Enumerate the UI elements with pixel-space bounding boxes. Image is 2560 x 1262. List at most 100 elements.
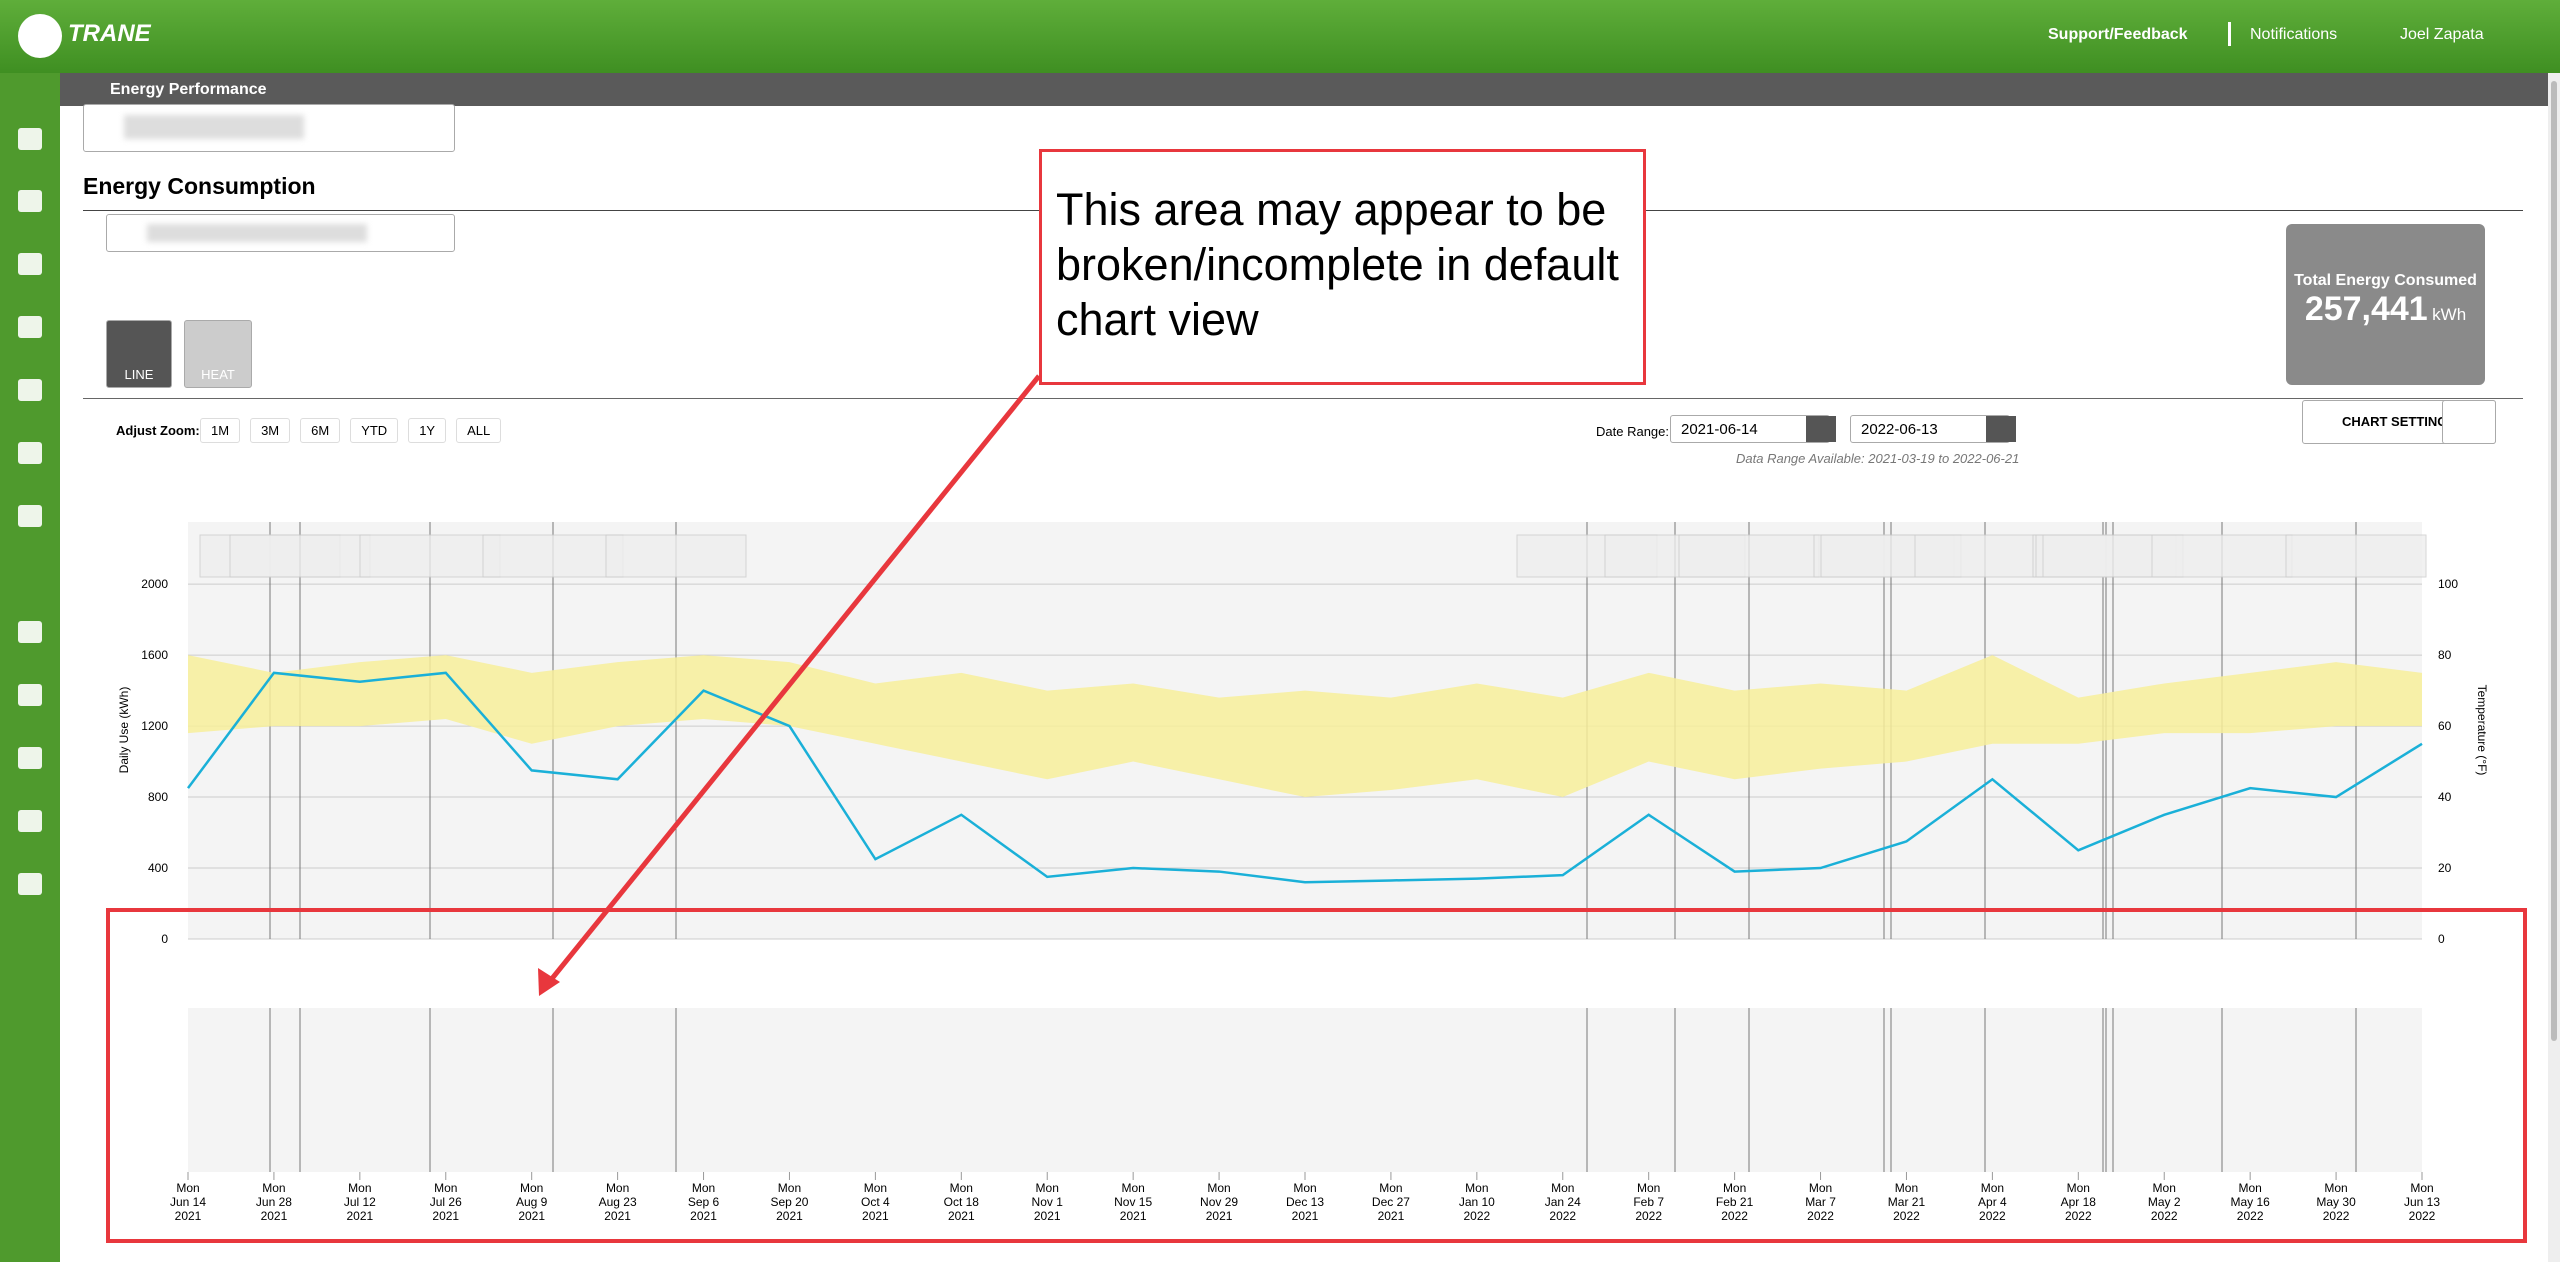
- x-tick-label-line: 2022: [1893, 1209, 1920, 1223]
- x-tick-label-line: 2022: [2151, 1209, 2178, 1223]
- x-tick-label-line: May 2: [2148, 1195, 2181, 1209]
- icon[interactable]: [18, 747, 42, 769]
- x-tick-label-line: 2021: [862, 1209, 889, 1223]
- x-tick-label: Mon Jul 12 2021: [344, 1181, 376, 1223]
- x-tick-label-line: 2022: [1979, 1209, 2006, 1223]
- x-tick-label-line: Mon: [1809, 1181, 1832, 1195]
- section-title: Energy Consumption: [83, 173, 316, 199]
- event-label: [229, 534, 371, 578]
- event-label: [1914, 534, 2056, 578]
- icon[interactable]: [18, 128, 42, 150]
- sidebar: [0, 73, 60, 1262]
- x-tick-label-line: 2021: [1292, 1209, 1319, 1223]
- x-tick-label-line: 2022: [1721, 1209, 1748, 1223]
- x-tick-label-line: Aug 9: [516, 1195, 548, 1209]
- x-tick-label: Mon Apr 18 2022: [2061, 1181, 2097, 1223]
- x-tick-label-line: Mon: [1379, 1181, 1402, 1195]
- x-tick-label-line: Mon: [1293, 1181, 1316, 1195]
- y-tick-label: 0: [161, 932, 168, 946]
- icon[interactable]: [18, 621, 42, 643]
- x-tick-label-line: 2021: [1120, 1209, 1147, 1223]
- zoom-option[interactable]: ALL: [456, 418, 502, 443]
- event-label: [2285, 534, 2427, 578]
- icon[interactable]: [18, 190, 42, 212]
- x-tick-label-line: 2021: [1378, 1209, 1405, 1223]
- x-tick-label-line: Mon: [176, 1181, 199, 1195]
- x-tick-label-line: Mon: [1036, 1181, 1059, 1195]
- x-tick-label-line: 2021: [604, 1209, 631, 1223]
- x-tick-label: Mon Oct 18 2021: [944, 1181, 980, 1223]
- x-tick-label-line: Sep 20: [770, 1195, 808, 1209]
- calendar-button[interactable]: [1986, 416, 2016, 442]
- nav-item[interactable]: Notifications: [2250, 26, 2338, 43]
- y2-tick-label: 80: [2438, 648, 2452, 662]
- y2-tick-label: 60: [2438, 719, 2452, 733]
- x-tick-label-line: 2022: [2065, 1209, 2092, 1223]
- breadcrumb: Energy Performance: [60, 73, 2548, 106]
- x-tick-label-line: 2021: [948, 1209, 975, 1223]
- x-tick-label: Mon Aug 23 2021: [599, 1181, 637, 1223]
- zoom-option[interactable]: 1Y: [408, 418, 447, 443]
- total-unit: kWh: [2432, 305, 2467, 324]
- x-tick-label: Mon Jun 14 2021: [170, 1181, 206, 1223]
- x-tick-label: Mon Jun 13 2022: [2404, 1181, 2440, 1223]
- nav-item[interactable]: Support/Feedback: [2048, 26, 2188, 43]
- icon[interactable]: [18, 810, 42, 832]
- x-tick-label-line: Mon: [2067, 1181, 2090, 1195]
- x-tick-label-line: Jun 28: [256, 1195, 292, 1209]
- x-tick-label-line: 2021: [776, 1209, 803, 1223]
- x-tick-label-line: Mon: [692, 1181, 715, 1195]
- icon[interactable]: [18, 505, 42, 527]
- zoom-option[interactable]: YTD: [350, 418, 399, 443]
- x-tick-label-line: Jun 13: [2404, 1195, 2440, 1209]
- meter-select[interactable]: [106, 214, 455, 252]
- zoom-option[interactable]: 6M: [300, 418, 341, 443]
- x-tick-label-line: Mon: [606, 1181, 629, 1195]
- icon[interactable]: [18, 253, 42, 275]
- x-tick-label-line: 2021: [432, 1209, 459, 1223]
- icon[interactable]: [18, 316, 42, 338]
- event-label: [2151, 534, 2293, 578]
- annotation: This area may appear to be broken/incomp…: [1039, 149, 1646, 385]
- x-tick-label-line: Mar 7: [1805, 1195, 1836, 1209]
- location-select[interactable]: [83, 104, 455, 152]
- icon[interactable]: [18, 873, 42, 895]
- nav-item[interactable]: Joel Zapata: [2400, 26, 2484, 43]
- x-tick-label-line: Oct 4: [861, 1195, 890, 1209]
- x-tick-label-line: Jan 24: [1545, 1195, 1581, 1209]
- x-tick-label-line: Mon: [950, 1181, 973, 1195]
- zoom-option[interactable]: 1M: [200, 418, 241, 443]
- x-tick-label-line: Mon: [864, 1181, 887, 1195]
- x-tick-label-line: Apr 18: [2061, 1195, 2097, 1209]
- x-tick-label-line: Mon: [1723, 1181, 1746, 1195]
- x-tick-label-line: Apr 4: [1978, 1195, 2007, 1209]
- total-value: 257,441: [2304, 290, 2428, 328]
- event-label: [482, 534, 624, 578]
- x-tick-label-line: Mon: [2324, 1181, 2347, 1195]
- scrollbar[interactable]: [2548, 73, 2560, 1262]
- x-tick-label-line: 2021: [690, 1209, 717, 1223]
- y-axis-label: Daily Use (kWh): [117, 687, 131, 774]
- x-tick-label-line: Jul 12: [344, 1195, 376, 1209]
- zoom-option[interactable]: 3M: [250, 418, 291, 443]
- heat-button[interactable]: HEAT: [184, 320, 252, 388]
- icon[interactable]: [18, 379, 42, 401]
- header: TRANE Support/Feedback Notifications Joe…: [0, 0, 2560, 73]
- x-tick-label-line: Mon: [2153, 1181, 2176, 1195]
- x-tick-label-line: May 30: [2316, 1195, 2356, 1209]
- x-tick-label: Mon Jan 24 2022: [1545, 1181, 1581, 1223]
- x-tick-label-line: Mon: [2238, 1181, 2261, 1195]
- x-tick-label: Mon May 2 2022: [2148, 1181, 2181, 1223]
- x-tick-label-line: Jul 26: [430, 1195, 462, 1209]
- icon[interactable]: [18, 684, 42, 706]
- icon[interactable]: [18, 442, 42, 464]
- x-tick-label-line: 2022: [2409, 1209, 2436, 1223]
- line-button[interactable]: LINE: [106, 320, 172, 388]
- calendar-button[interactable]: [1806, 416, 1836, 442]
- chart-settings-toggle[interactable]: [2442, 400, 2496, 444]
- x-tick-label: Mon Mar 21 2022: [1888, 1181, 1926, 1223]
- y2-axis-label: Temperature (°F): [2475, 685, 2489, 776]
- x-tick-label-line: Nov 1: [1032, 1195, 1064, 1209]
- navigator-background: [188, 1008, 2422, 1172]
